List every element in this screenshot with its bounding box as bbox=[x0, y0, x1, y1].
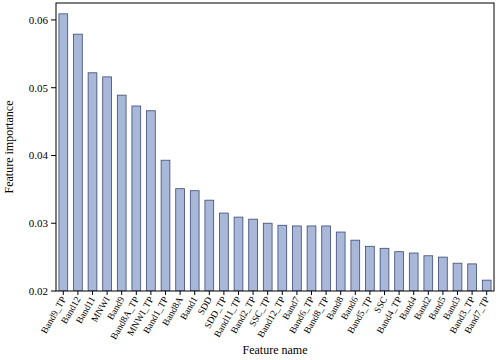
x-tick bbox=[428, 291, 429, 295]
bar bbox=[161, 160, 170, 291]
bar bbox=[307, 226, 316, 291]
x-tick bbox=[209, 291, 210, 295]
x-tick bbox=[369, 291, 370, 295]
bar bbox=[380, 248, 389, 291]
x-tick bbox=[413, 291, 414, 295]
x-tick bbox=[194, 291, 195, 295]
bar bbox=[74, 34, 83, 291]
bar bbox=[88, 73, 97, 291]
x-tick bbox=[223, 291, 224, 295]
bar bbox=[482, 280, 491, 291]
x-tick bbox=[150, 291, 151, 295]
x-tick bbox=[136, 291, 137, 295]
bar bbox=[103, 77, 112, 291]
bar bbox=[176, 189, 185, 291]
x-tick bbox=[457, 291, 458, 295]
x-tick bbox=[355, 291, 356, 295]
bar bbox=[395, 252, 404, 291]
x-tick-label: Band1 bbox=[178, 295, 199, 322]
x-tick bbox=[296, 291, 297, 295]
x-tick bbox=[165, 291, 166, 295]
bars bbox=[59, 14, 491, 291]
y-tick-label: 0.06 bbox=[29, 14, 49, 26]
bar bbox=[322, 226, 331, 291]
x-tick bbox=[472, 291, 473, 295]
bar bbox=[453, 263, 462, 291]
bar bbox=[249, 219, 258, 291]
chart: 0.020.030.040.050.06Band9_TPBand12Band11… bbox=[0, 0, 500, 360]
bar bbox=[263, 223, 272, 291]
x-tick bbox=[107, 291, 108, 295]
bar bbox=[424, 256, 433, 291]
x-tick bbox=[63, 291, 64, 295]
bar bbox=[468, 264, 477, 291]
y-tick bbox=[51, 223, 56, 224]
bar bbox=[132, 106, 141, 291]
bar bbox=[147, 111, 156, 291]
bar bbox=[59, 14, 68, 291]
x-tick bbox=[442, 291, 443, 295]
x-tick bbox=[311, 291, 312, 295]
x-tick bbox=[253, 291, 254, 295]
x-tick bbox=[92, 291, 93, 295]
plot-frame bbox=[56, 3, 494, 291]
bar bbox=[336, 232, 345, 291]
x-tick bbox=[238, 291, 239, 295]
x-tick bbox=[180, 291, 181, 295]
y-tick-label: 0.04 bbox=[29, 149, 49, 161]
x-tick bbox=[486, 291, 487, 295]
y-tick-label: 0.03 bbox=[29, 217, 49, 229]
x-tick bbox=[282, 291, 283, 295]
y-tick-label: 0.02 bbox=[29, 285, 48, 297]
y-axis-title: Feature importance bbox=[2, 101, 16, 194]
y-tick-label: 0.05 bbox=[29, 82, 49, 94]
bar bbox=[409, 253, 418, 291]
x-tick bbox=[340, 291, 341, 295]
x-tick-label: Band5_TP bbox=[346, 295, 375, 335]
y-tick bbox=[51, 291, 56, 292]
y-tick bbox=[51, 155, 56, 156]
bar bbox=[190, 191, 199, 291]
y-tick bbox=[51, 87, 56, 88]
x-tick bbox=[399, 291, 400, 295]
x-tick bbox=[121, 291, 122, 295]
bar bbox=[205, 200, 214, 291]
x-tick-label: Band7_TP bbox=[462, 295, 491, 335]
bar bbox=[234, 217, 243, 291]
bar bbox=[439, 257, 448, 291]
x-tick bbox=[267, 291, 268, 295]
bar bbox=[293, 226, 302, 291]
bar bbox=[278, 225, 287, 291]
x-tick bbox=[77, 291, 78, 295]
bar bbox=[366, 246, 375, 291]
x-tick bbox=[384, 291, 385, 295]
bar bbox=[117, 95, 126, 291]
bar bbox=[220, 213, 229, 291]
y-tick bbox=[51, 19, 56, 20]
x-tick bbox=[326, 291, 327, 295]
x-axis-title: Feature name bbox=[243, 343, 308, 357]
bar bbox=[351, 240, 360, 291]
